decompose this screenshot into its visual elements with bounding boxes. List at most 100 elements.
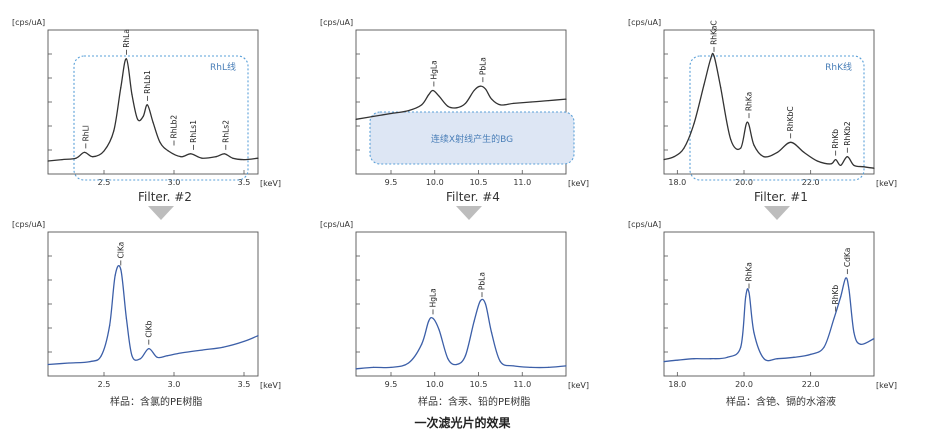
data-point [131, 355, 133, 357]
data-point [803, 151, 805, 153]
x-tick-label: 3.0 [168, 380, 181, 389]
data-point [447, 358, 449, 360]
data-point [840, 164, 842, 166]
annotation-label: RhK线 [825, 61, 852, 73]
data-point [512, 102, 515, 105]
x-tick-label: 2.5 [98, 380, 111, 389]
sample-caption: 样品：含汞、铅的PE树脂 [418, 397, 531, 408]
data-point [499, 361, 501, 363]
data-point [713, 55, 715, 57]
data-point [372, 115, 375, 117]
data-point [740, 147, 742, 149]
data-point [473, 89, 475, 92]
data-point [530, 101, 532, 103]
data-point [848, 289, 850, 291]
data-point [565, 98, 567, 100]
data-point [745, 296, 747, 298]
data-point [473, 320, 475, 322]
data-point [816, 160, 818, 162]
data-point [166, 355, 168, 357]
data-point [257, 335, 259, 337]
x-tick-label: 22.0 [802, 380, 820, 389]
x-tick-label: 22.0 [802, 178, 820, 187]
data-point [479, 300, 481, 302]
peak-label: ClKa [116, 242, 125, 259]
data-point [407, 362, 410, 364]
data-point [92, 156, 94, 158]
data-point [428, 94, 430, 96]
sample-caption: 样品：含铯、镉的水溶液 [726, 397, 836, 408]
data-point [730, 138, 732, 141]
data-point [547, 99, 550, 102]
data-point [232, 157, 234, 159]
data-point [464, 355, 466, 357]
data-point [456, 363, 458, 366]
plot-frame [355, 231, 567, 377]
plot-frame [663, 29, 875, 175]
data-point [833, 317, 835, 319]
data-point [693, 123, 695, 125]
data-point [846, 156, 848, 158]
data-point [139, 358, 141, 360]
data-point [137, 118, 139, 120]
y-axis-label: [cps/uA] [12, 18, 45, 27]
y-axis-label: [cps/uA] [320, 220, 353, 229]
x-tick-label: 10.5 [470, 178, 488, 187]
peak-label: RhKb2 [843, 121, 852, 146]
data-point [120, 87, 122, 89]
data-point [810, 353, 812, 355]
x-axis-label: [keV] [876, 179, 897, 188]
x-tick-label: 3.0 [168, 178, 181, 187]
peak-label: HgLa [429, 60, 438, 79]
peak-label: RhKa [745, 262, 754, 281]
data-point [748, 291, 750, 294]
data-point [835, 159, 837, 161]
down-arrow-icon [764, 206, 790, 220]
peak-label: RhLa [122, 29, 131, 48]
data-point [683, 147, 685, 149]
y-axis-label: [cps/uA] [320, 18, 353, 27]
filter-label: Filter. #2 [138, 190, 192, 204]
peak-label: RhKb [831, 129, 840, 149]
data-point [75, 157, 77, 159]
x-tick-label: 10.0 [426, 380, 444, 389]
peak-label: PbLa [478, 57, 487, 75]
data-point [863, 166, 865, 168]
peak-label: RhLl [81, 125, 90, 141]
data-point [223, 153, 225, 155]
data-point [152, 121, 154, 123]
spectrum-panel-top-1: [cps/uA] 9.5 10.0 10.5 11.0 [keV] 连续X射线产生的BG Hg… [320, 18, 589, 188]
data-point [776, 358, 778, 360]
data-point [355, 368, 357, 370]
data-point [830, 163, 832, 165]
data-point [663, 159, 665, 161]
data-point [47, 363, 49, 366]
spectrum-panel-bottom-1: [cps/uA] 9.5 10.0 10.5 11.0 [keV] HgLa PbLa [320, 220, 589, 390]
data-point [89, 361, 91, 363]
down-arrow-icon [148, 206, 174, 220]
data-point [703, 84, 705, 86]
sample-caption: 样品：含氯的PE树脂 [110, 397, 203, 408]
data-point [547, 366, 550, 368]
data-point [201, 157, 203, 159]
data-point [464, 102, 466, 105]
data-point [776, 151, 778, 153]
x-tick-label: 20.0 [735, 380, 753, 389]
data-point [840, 296, 842, 298]
x-axis-label: [keV] [260, 381, 281, 390]
x-tick-label: 11.0 [513, 178, 531, 187]
data-point [753, 144, 755, 146]
data-point [873, 337, 875, 340]
data-point [372, 366, 375, 368]
x-tick-label: 18.0 [668, 178, 686, 187]
data-point [142, 115, 144, 117]
spectrum-line [47, 264, 259, 366]
data-point [390, 366, 392, 368]
data-point [109, 325, 111, 327]
data-point [845, 277, 847, 279]
x-tick-label: 10.0 [426, 178, 444, 187]
data-point [438, 329, 440, 331]
data-point [215, 156, 217, 158]
spectrum-panel-top-2: [cps/uA] 18.0 20.0 22.0 [keV] RhK线 RhKaC RhKa Rh… [628, 18, 897, 188]
